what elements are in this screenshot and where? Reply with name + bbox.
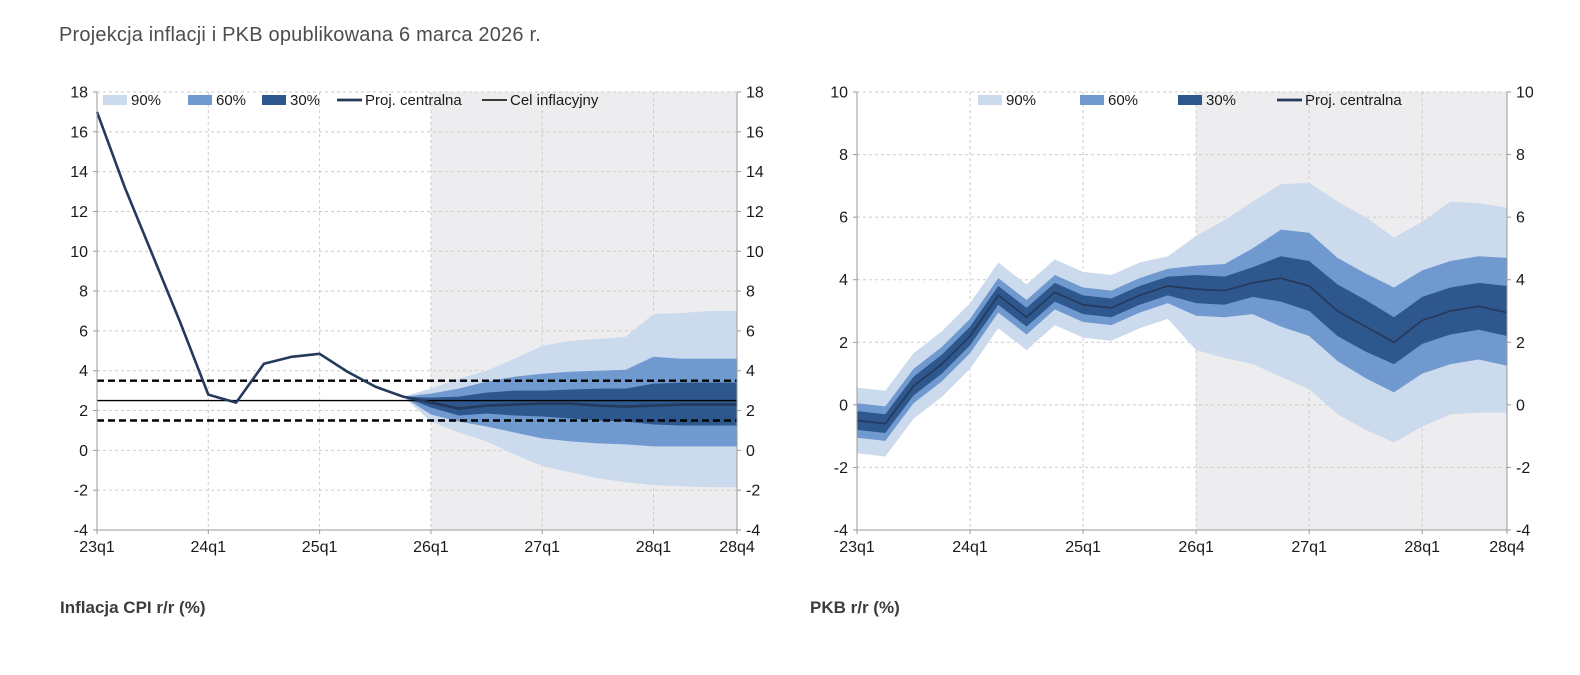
x-tick-label: 28q4 bbox=[719, 539, 755, 556]
y-tick-label: 6 bbox=[839, 210, 848, 227]
legend-swatch bbox=[103, 95, 127, 105]
y-tick-label: -2 bbox=[834, 460, 848, 477]
y-tick-label: 2 bbox=[839, 335, 848, 352]
y-tick-label: 2 bbox=[1516, 335, 1525, 352]
legend-swatch bbox=[978, 95, 1002, 105]
legend-label: 60% bbox=[216, 92, 246, 109]
y-tick-label: 6 bbox=[1516, 210, 1525, 227]
x-tick-label: 26q1 bbox=[1178, 539, 1214, 556]
y-tick-label: 2 bbox=[79, 403, 88, 420]
y-tick-label: 6 bbox=[746, 323, 755, 340]
band-60 bbox=[857, 229, 1507, 441]
central-path bbox=[856, 277, 1508, 425]
y-tick-label: 18 bbox=[746, 85, 764, 102]
y-tick-label: 0 bbox=[79, 443, 88, 460]
y-tick-label: 8 bbox=[1516, 147, 1525, 164]
y-tick-label: 10 bbox=[1516, 85, 1534, 102]
x-tick-label: 24q1 bbox=[191, 539, 227, 556]
gdp-fan-chart: -4 -4 -2 -2 0 0 2 2 4 4 6 6 8 8 10 10 23q1 24q1 25q1 26q1 27… bbox=[830, 85, 1534, 557]
central-path bbox=[95, 111, 737, 410]
y-tick-label: 8 bbox=[746, 284, 755, 301]
legend-label: 30% bbox=[1206, 92, 1236, 109]
y-tick-label: 4 bbox=[839, 272, 848, 289]
y-tick-label: 4 bbox=[746, 363, 755, 380]
y-tick-label: 4 bbox=[1516, 272, 1525, 289]
y-tick-label: 18 bbox=[70, 85, 88, 102]
legend-label: Proj. centralna bbox=[365, 92, 462, 109]
y-tick-label: -4 bbox=[834, 523, 848, 540]
y-tick-label: 8 bbox=[79, 284, 88, 301]
x-tick-label: 28q1 bbox=[1404, 539, 1440, 556]
y-tick-label: 6 bbox=[79, 323, 88, 340]
x-tick-label: 23q1 bbox=[79, 539, 115, 556]
y-tick-label: -4 bbox=[746, 523, 760, 540]
legend-label: 30% bbox=[290, 92, 320, 109]
y-tick-label: -2 bbox=[1516, 460, 1530, 477]
y-tick-label: 16 bbox=[746, 124, 764, 141]
x-tick-label: 27q1 bbox=[1291, 539, 1327, 556]
x-tick-label: 27q1 bbox=[524, 539, 560, 556]
x-tick-label: 26q1 bbox=[413, 539, 449, 556]
legend-swatch bbox=[188, 95, 212, 105]
band-30 bbox=[857, 256, 1507, 434]
y-tick-label: -2 bbox=[74, 483, 88, 500]
y-tick-label: 12 bbox=[70, 204, 88, 221]
y-tick-label: 4 bbox=[79, 363, 88, 380]
legend-label: Proj. centralna bbox=[1305, 92, 1402, 109]
y-tick-label: 8 bbox=[839, 147, 848, 164]
legend-swatch bbox=[1080, 95, 1104, 105]
legend-label: 90% bbox=[1006, 92, 1036, 109]
x-tick-label: 28q4 bbox=[1489, 539, 1525, 556]
y-tick-label: 2 bbox=[746, 403, 755, 420]
x-tick-label: 25q1 bbox=[302, 539, 338, 556]
gdp-chart-caption: PKB r/r (%) bbox=[810, 598, 900, 617]
y-tick-label: -2 bbox=[746, 483, 760, 500]
x-tick-label: 25q1 bbox=[1065, 539, 1101, 556]
cpi-fan-chart: -4 -4 -2 -2 0 0 2 2 4 4 6 6 8 8 10 10 12 12 14 14 16 16 18 18 23… bbox=[70, 85, 764, 557]
legend-swatch bbox=[1178, 95, 1202, 105]
cpi-chart-caption: Inflacja CPI r/r (%) bbox=[60, 598, 206, 617]
y-tick-label: 10 bbox=[70, 244, 88, 261]
y-tick-label: -4 bbox=[74, 523, 88, 540]
page-title: Projekcja inflacji i PKB opublikowana 6 … bbox=[59, 24, 541, 46]
y-tick-label: 10 bbox=[830, 85, 848, 102]
y-tick-label: 12 bbox=[746, 204, 764, 221]
x-tick-label: 23q1 bbox=[839, 539, 875, 556]
y-tick-label: 0 bbox=[746, 443, 755, 460]
y-tick-label: 0 bbox=[839, 397, 848, 414]
band-90 bbox=[857, 182, 1507, 457]
y-tick-label: 10 bbox=[746, 244, 764, 261]
y-tick-label: 16 bbox=[70, 124, 88, 141]
legend-label: 60% bbox=[1108, 92, 1138, 109]
y-tick-label: -4 bbox=[1516, 523, 1530, 540]
y-tick-label: 14 bbox=[70, 164, 88, 181]
legend-label: 90% bbox=[131, 92, 161, 109]
y-tick-label: 14 bbox=[746, 164, 764, 181]
legend-label: Cel inflacyjny bbox=[510, 92, 599, 109]
x-tick-label: 28q1 bbox=[636, 539, 672, 556]
legend-swatch bbox=[262, 95, 286, 105]
x-tick-label: 24q1 bbox=[952, 539, 988, 556]
y-tick-label: 0 bbox=[1516, 397, 1525, 414]
